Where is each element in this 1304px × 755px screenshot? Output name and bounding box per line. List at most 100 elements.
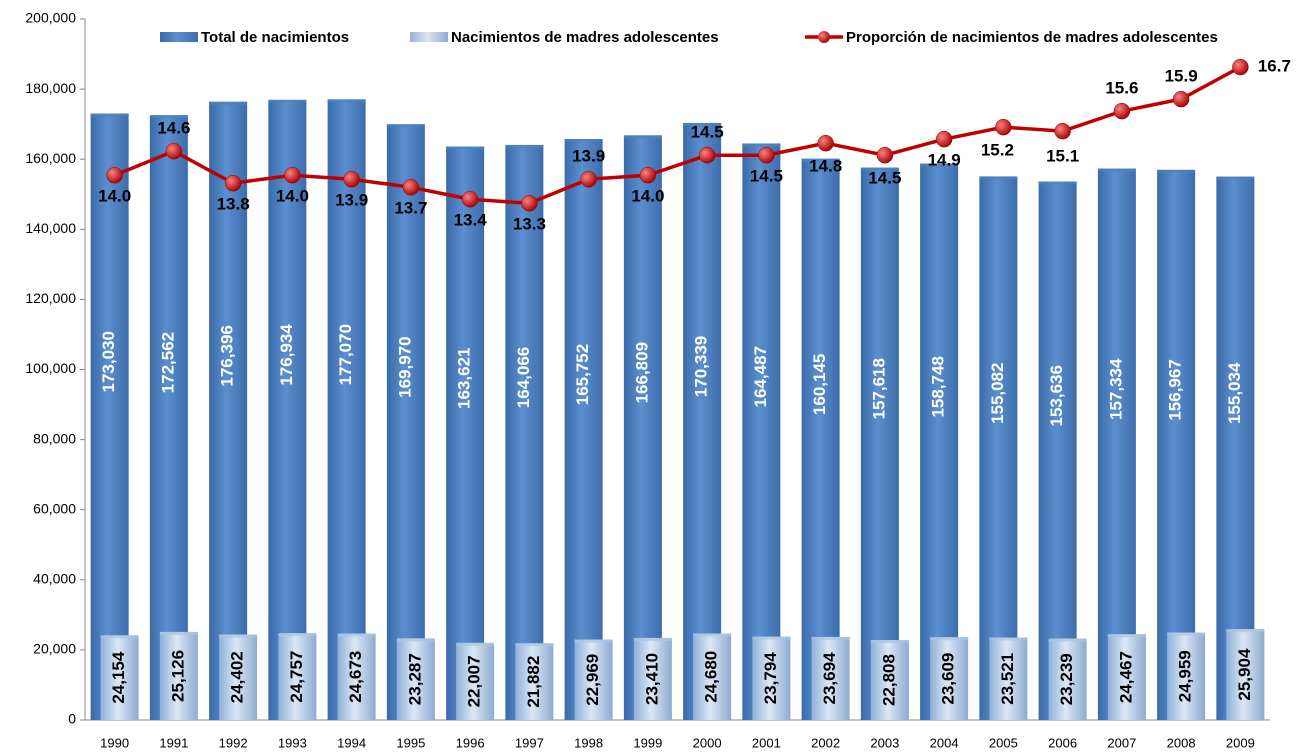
legend-marker	[818, 31, 830, 43]
bar	[979, 176, 1018, 720]
bar-top	[505, 144, 544, 148]
line-value-label: 15.9	[1165, 67, 1198, 86]
line-marker	[639, 166, 657, 184]
line-marker	[461, 191, 479, 208]
bar-value-label: 24,402	[228, 651, 247, 703]
line-marker	[1172, 90, 1190, 108]
y-tick-label: 180,000	[25, 80, 76, 96]
x-tick-label: 2000	[693, 735, 722, 750]
bar-top	[446, 146, 485, 150]
line-value-label: 15.2	[981, 141, 1014, 160]
line-marker	[106, 166, 123, 184]
bar-top	[278, 633, 317, 637]
line-value-label: 14.0	[631, 187, 664, 206]
bar	[683, 122, 722, 721]
legend-label: Proporción de nacimientos de madres adol…	[846, 29, 1218, 46]
y-tick-label: 160,000	[25, 150, 76, 166]
bar	[860, 167, 899, 721]
bar	[149, 115, 188, 721]
line-value-label: 13.9	[572, 147, 605, 166]
bar-value-label: 24,959	[1176, 650, 1195, 702]
y-tick-label: 200,000	[25, 10, 76, 26]
bar-value-label: 160,145	[810, 354, 829, 415]
bar-top	[693, 633, 732, 637]
line-marker	[995, 118, 1012, 136]
bar	[920, 163, 959, 720]
bar	[1157, 169, 1196, 720]
y-tick-label: 80,000	[33, 430, 76, 446]
bar	[268, 99, 307, 721]
bar-value-label: 25,904	[1235, 648, 1254, 701]
bar-top	[752, 636, 791, 640]
bar-value-label: 24,680	[702, 651, 721, 703]
x-tick-label: 2009	[1226, 735, 1255, 750]
bar	[396, 638, 435, 720]
line-marker	[224, 174, 242, 192]
bar-value-label: 23,239	[1057, 653, 1076, 705]
x-tick-label: 2005	[989, 735, 1018, 750]
x-tick-label: 2006	[1048, 735, 1077, 750]
bar	[1097, 168, 1136, 721]
bar-top	[149, 115, 188, 119]
y-tick-label: 0	[68, 711, 76, 727]
bar-value-label: 158,748	[929, 356, 948, 417]
bar-value-label: 153,636	[1047, 365, 1066, 426]
bar-value-label: 23,794	[761, 652, 780, 705]
x-tick-label: 1999	[633, 735, 662, 750]
line-value-label: 16.7	[1258, 57, 1291, 76]
line-value-label: 13.8	[217, 195, 250, 214]
bar	[100, 635, 139, 720]
y-tick-label: 120,000	[25, 290, 76, 306]
x-tick-label: 2001	[752, 735, 781, 750]
bar-top	[623, 135, 662, 139]
bar	[1107, 634, 1146, 720]
line-value-label: 15.1	[1046, 147, 1079, 166]
bar-value-label: 23,410	[642, 653, 661, 705]
bar	[337, 633, 376, 720]
bar	[278, 633, 317, 720]
bar	[209, 101, 248, 721]
x-tick-label: 1991	[159, 735, 188, 750]
x-tick-label: 2008	[1167, 735, 1196, 750]
y-tick-label: 60,000	[33, 500, 76, 516]
line-value-label: 14.9	[928, 151, 961, 170]
legend-label: Total de nacimientos	[201, 29, 349, 46]
x-tick-label: 2002	[811, 735, 840, 750]
bar-top	[100, 635, 139, 639]
bar	[693, 633, 732, 720]
bar-top	[564, 139, 603, 143]
bar	[811, 636, 850, 720]
bar	[870, 640, 909, 720]
bar-value-label: 23,609	[939, 653, 958, 705]
bar-top	[90, 113, 129, 117]
x-tick-label: 1994	[337, 735, 366, 750]
line-marker	[935, 130, 953, 148]
line-value-label: 13.3	[513, 215, 546, 234]
bar-top	[574, 639, 613, 643]
bar	[386, 124, 425, 721]
bar	[515, 643, 554, 720]
bar	[742, 143, 781, 720]
bar-top	[989, 637, 1028, 641]
line-value-label: 15.6	[1105, 79, 1138, 98]
line-marker	[758, 146, 775, 164]
bar-top	[979, 176, 1018, 180]
bar	[327, 99, 366, 721]
line-value-label: 14.6	[157, 119, 190, 138]
bar-top	[633, 637, 672, 641]
legend-label: Nacimientos de madres adolescentes	[451, 29, 719, 46]
bar-top	[860, 167, 899, 171]
x-tick-label: 1990	[100, 735, 129, 750]
y-tick-label: 140,000	[25, 220, 76, 236]
bar-top	[219, 634, 258, 638]
bar	[623, 135, 662, 720]
line-value-label: 14.5	[868, 169, 901, 188]
bar-top	[1038, 181, 1077, 185]
bar	[505, 144, 544, 720]
bar	[574, 639, 613, 720]
bar	[930, 637, 969, 720]
x-tick-label: 2004	[930, 735, 959, 750]
bar-top	[327, 99, 366, 103]
bar-top	[268, 99, 307, 103]
